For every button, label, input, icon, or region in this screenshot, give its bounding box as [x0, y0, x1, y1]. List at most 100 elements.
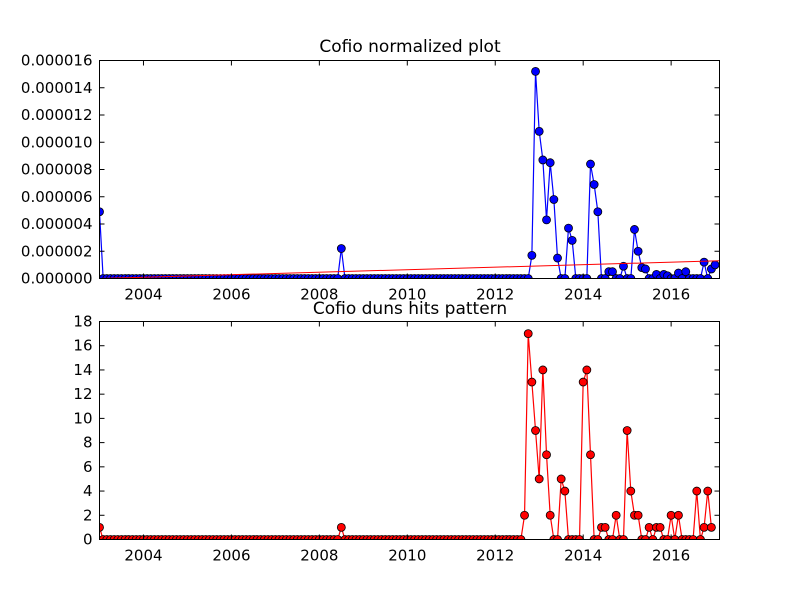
bottom-data-point — [663, 535, 672, 540]
bottom-data-point — [608, 535, 617, 540]
bottom-data-point — [666, 510, 676, 520]
top-data-point — [696, 274, 705, 279]
bottom-data-point — [575, 535, 584, 540]
top-x-tick-label: 2006 — [212, 286, 250, 304]
bottom-data-point — [600, 522, 610, 532]
top-data-point — [633, 246, 643, 256]
bottom-y-tick-label: 6 — [83, 458, 93, 476]
top-plot: Cofio normalized plot 2004 2006 2008 2010 20… — [21, 37, 720, 304]
top-x-tick-label: 2012 — [476, 286, 514, 304]
bottom-data-point — [520, 510, 529, 520]
top-axes-ticks: 2004 2006 2008 2010 2012 2014 2016 0.000000 0.00… — [21, 52, 720, 304]
bottom-data-point — [545, 510, 555, 520]
bottom-data-point — [560, 486, 570, 496]
bottom-y-tick-label: 0 — [83, 531, 93, 549]
bottom-data-point — [670, 535, 680, 540]
top-data-point — [333, 274, 343, 279]
top-data-point — [545, 158, 555, 168]
bottom-data-point — [553, 535, 562, 540]
bottom-data-point — [699, 522, 709, 532]
bottom-data-point — [336, 522, 346, 532]
bottom-plot-title: Cofio duns hits pattern — [313, 299, 507, 319]
top-data-point — [630, 225, 639, 234]
bottom-data-point — [633, 510, 643, 520]
top-data-point — [619, 261, 628, 271]
top-data-point — [589, 180, 599, 189]
top-data-point — [681, 267, 691, 277]
top-data-point — [641, 264, 650, 274]
bottom-data-point — [622, 426, 632, 435]
bottom-data-point — [707, 522, 716, 532]
top-plot-frame — [99, 60, 720, 279]
bottom-x-tick-label: 2008 — [300, 547, 338, 565]
bottom-y-tick-label: 4 — [83, 482, 93, 500]
bottom-data-point — [696, 535, 705, 540]
bottom-data-point — [523, 329, 533, 339]
top-y-tick-label: 0.000000 — [21, 270, 93, 288]
top-data-point — [615, 274, 625, 279]
top-data-point — [582, 274, 592, 279]
bottom-data-point — [586, 450, 595, 460]
bottom-data-point — [703, 486, 713, 496]
bottom-data-point — [626, 486, 636, 496]
top-y-tick-label: 0.000014 — [21, 79, 93, 97]
top-data-point — [564, 223, 573, 233]
top-y-tick-label: 0.000010 — [21, 133, 93, 151]
top-y-tick-label: 0.000008 — [21, 161, 93, 179]
bottom-data-point — [542, 450, 551, 460]
bottom-plot-content: 2004 2006 2008 2010 2012 2014 2016 0 2 4 6 8 10 12 14 1… — [73, 313, 720, 565]
top-data-point — [523, 274, 533, 279]
bottom-y-tick-label: 18 — [73, 313, 92, 331]
bottom-y-tick-label: 2 — [83, 506, 93, 524]
top-x-tick-label: 2004 — [124, 286, 162, 304]
bottom-data-point — [644, 522, 654, 532]
bottom-x-tick-label: 2004 — [124, 547, 162, 565]
top-data-point — [99, 207, 104, 217]
top-data-point — [710, 260, 720, 270]
top-data-point — [586, 159, 595, 169]
bottom-x-tick-label: 2016 — [652, 547, 690, 565]
top-data-point — [567, 235, 577, 245]
top-x-tick-label: 2016 — [652, 286, 690, 304]
bottom-x-tick-label: 2010 — [388, 547, 426, 565]
bottom-data-point — [578, 377, 588, 387]
top-y-tick-label: 0.000002 — [21, 242, 93, 260]
bottom-y-tick-label: 16 — [73, 337, 92, 355]
top-data-point — [703, 274, 713, 279]
bottom-x-tick-label: 2012 — [476, 547, 514, 565]
top-data-point — [336, 244, 346, 253]
top-y-tick-label: 0.000006 — [21, 188, 93, 206]
bottom-y-tick-label: 10 — [73, 409, 92, 427]
bottom-data-point — [692, 486, 702, 496]
top-data-point — [527, 250, 537, 260]
top-trend-line — [99, 260, 720, 279]
bottom-y-tick-label: 14 — [73, 361, 92, 379]
bottom-series-line — [99, 333, 713, 540]
bottom-data-point — [582, 365, 592, 375]
bottom-data-point — [534, 474, 544, 484]
bottom-x-tick-label: 2006 — [212, 547, 250, 565]
top-plot-data — [99, 67, 720, 279]
top-data-point — [699, 257, 709, 267]
bottom-plot: Cofio duns hits pattern 2004 2006 2008 2010… — [73, 299, 720, 565]
bottom-data-point — [648, 535, 658, 540]
bottom-plot-data — [99, 329, 716, 540]
top-x-tick-label: 2014 — [564, 286, 602, 304]
bottom-plot-frame — [99, 321, 720, 540]
top-data-point — [593, 207, 603, 217]
bottom-data-point — [641, 535, 650, 540]
bottom-data-point — [538, 365, 548, 375]
bottom-axes-ticks: 2004 2006 2008 2010 2012 2014 2016 0 2 4 6 8 10 12 14 1… — [73, 313, 720, 565]
top-data-point — [542, 215, 551, 225]
top-data-point — [538, 155, 548, 165]
bottom-data-point — [611, 510, 621, 520]
bottom-data-point — [688, 535, 698, 540]
top-data-point — [626, 274, 636, 279]
top-x-tick-label: 2008 — [300, 286, 338, 304]
bottom-data-point — [99, 522, 104, 532]
top-y-tick-label: 0.000016 — [21, 52, 93, 70]
top-series-line — [99, 71, 716, 279]
top-data-point — [560, 274, 570, 279]
bottom-data-point — [556, 474, 566, 484]
